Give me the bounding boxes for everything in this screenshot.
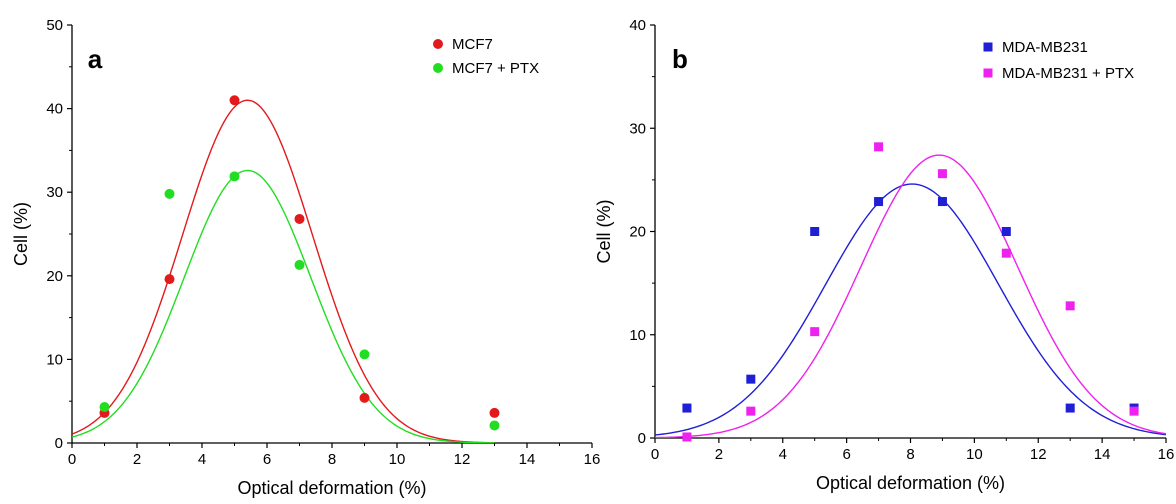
- x-tick-label: 14: [519, 451, 536, 468]
- legend-label: MDA-MB231: [1002, 39, 1088, 56]
- x-tick-label: 0: [651, 446, 659, 463]
- y-tick-label: 20: [46, 268, 63, 285]
- x-tick-label: 12: [1030, 446, 1047, 463]
- y-axis-title: Cell (%): [11, 202, 31, 266]
- data-point-series-0: [874, 197, 884, 207]
- y-tick-label: 30: [46, 184, 63, 201]
- data-point-series-0: [682, 403, 692, 413]
- data-point-series-1: [810, 327, 820, 337]
- data-point-series-0: [746, 374, 756, 384]
- panel-label: a: [88, 44, 103, 74]
- data-point-series-1: [489, 420, 500, 431]
- x-tick-label: 8: [328, 451, 336, 468]
- data-point-series-0: [937, 197, 947, 207]
- data-point-series-1: [1065, 301, 1075, 311]
- x-tick-label: 10: [389, 451, 406, 468]
- legend-marker: [433, 63, 443, 73]
- panel-a-chart: 0 2 4 6 8 10 12 14 16 0 10 20 30 40 50 Optical deformat…: [11, 17, 600, 498]
- x-tick-label: 2: [715, 446, 723, 463]
- x-tick-label: 14: [1094, 446, 1111, 463]
- data-point-series-0: [1065, 403, 1075, 413]
- y-tick-label: 10: [46, 351, 63, 368]
- y-tick-label: 10: [629, 327, 646, 344]
- x-tick-label: 16: [584, 451, 601, 468]
- x-tick-label: 2: [133, 451, 141, 468]
- data-point-series-1: [359, 349, 370, 360]
- x-axis-title: Optical deformation (%): [816, 473, 1005, 493]
- y-tick-label: 0: [55, 435, 63, 452]
- legend-marker: [983, 42, 993, 52]
- fit-curve-series-1: [72, 169, 495, 443]
- y-tick-label: 30: [629, 120, 646, 137]
- fit-curve-series-1: [655, 154, 1166, 438]
- y-tick-label: 40: [46, 101, 63, 118]
- data-point-series-1: [99, 402, 110, 413]
- y-tick-label: 40: [629, 17, 646, 34]
- data-point-series-1: [746, 406, 756, 416]
- data-point-series-0: [810, 227, 820, 236]
- y-axis-title: Cell (%): [594, 199, 614, 263]
- legend-label: MCF7 + PTX: [452, 60, 539, 77]
- legend-marker: [433, 39, 443, 49]
- data-point-series-1: [937, 169, 947, 179]
- legend-label: MDA-MB231 + PTX: [1002, 65, 1134, 82]
- data-point-series-1: [229, 171, 240, 182]
- y-tick-label: 50: [46, 17, 63, 34]
- x-tick-label: 6: [842, 446, 850, 463]
- data-point-series-1: [874, 142, 884, 152]
- x-tick-label: 0: [68, 451, 76, 468]
- x-tick-label: 16: [1158, 446, 1175, 463]
- data-point-series-1: [294, 259, 305, 270]
- fit-curve-series-0: [72, 99, 495, 443]
- panel-label: b: [672, 44, 688, 74]
- y-tick-label: 20: [629, 224, 646, 241]
- fit-curve-series-0: [655, 183, 1166, 436]
- legend-label: MCF7: [452, 36, 493, 53]
- data-point-series-0: [229, 95, 240, 106]
- x-tick-label: 4: [198, 451, 206, 468]
- data-point-series-1: [1129, 406, 1139, 416]
- data-point-series-0: [489, 407, 500, 418]
- x-axis-title: Optical deformation (%): [237, 478, 426, 498]
- data-point-series-0: [1001, 227, 1011, 236]
- panel-b-chart: 0 2 4 6 8 10 12 14 16 0 10 20 30 40 Optical deformatio…: [594, 17, 1174, 493]
- x-tick-label: 6: [263, 451, 271, 468]
- data-point-series-1: [164, 188, 175, 199]
- x-tick-label: 10: [966, 446, 983, 463]
- data-point-series-1: [682, 432, 692, 442]
- x-tick-label: 8: [906, 446, 914, 463]
- data-point-series-1: [1001, 248, 1011, 258]
- x-tick-label: 12: [454, 451, 471, 468]
- data-point-series-0: [294, 213, 305, 224]
- data-point-series-0: [359, 392, 370, 403]
- legend-marker: [983, 68, 993, 78]
- x-tick-label: 4: [779, 446, 787, 463]
- data-point-series-0: [164, 274, 175, 285]
- y-tick-label: 0: [638, 430, 646, 447]
